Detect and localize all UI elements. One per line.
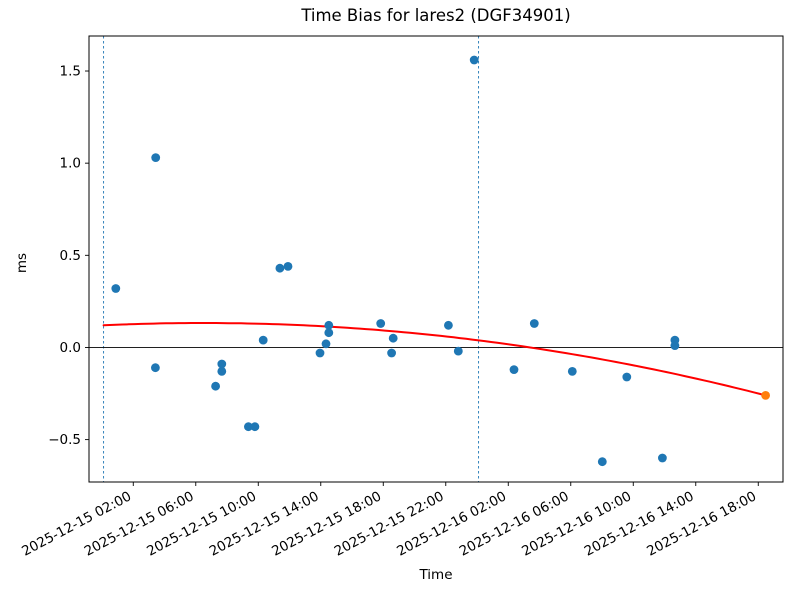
x-tick-label: 2025-12-16 10:00 xyxy=(519,488,634,559)
x-tick-label: 2025-12-15 06:00 xyxy=(82,488,197,559)
plot-border xyxy=(88,35,784,483)
y-tick-label: 1.5 xyxy=(60,64,81,80)
x-tick-label: 2025-12-15 10:00 xyxy=(144,488,259,559)
time-bias-measurements-marker xyxy=(597,457,607,467)
y-tick-label: 0.5 xyxy=(60,248,81,264)
time-bias-measurements-marker xyxy=(217,359,227,369)
time-bias-measurements-marker xyxy=(376,319,386,328)
x-tick-label: 2025-12-15 18:00 xyxy=(269,488,384,559)
time-bias-measurements-marker xyxy=(469,55,479,65)
x-tick-label: 2025-12-16 06:00 xyxy=(457,488,572,559)
time-bias-measurements-marker xyxy=(250,422,260,432)
y-tick-label: 1.0 xyxy=(60,156,81,172)
time-bias-measurements-marker xyxy=(244,422,253,432)
x-axis-label: Time xyxy=(419,567,453,583)
time-bias-measurements-marker xyxy=(387,348,396,358)
chart-title: Time Bias for lares2 (DGF34901) xyxy=(301,6,571,25)
time-bias-measurements-marker xyxy=(658,453,667,463)
time-bias-measurements-marker xyxy=(315,348,325,358)
x-tick-label: 2025-12-15 22:00 xyxy=(332,488,447,559)
y-tick-label: 0.0 xyxy=(60,340,81,356)
time-bias-measurements-marker xyxy=(324,328,334,338)
trend-line xyxy=(102,322,767,397)
x-tick-label: 2025-12-16 18:00 xyxy=(644,488,759,559)
time-bias-measurements-marker xyxy=(509,365,519,374)
time-bias-measurements-marker xyxy=(567,367,577,376)
time-bias-measurements-marker xyxy=(258,335,268,345)
time-bias-measurements-marker xyxy=(151,153,161,163)
x-tick-label: 2025-12-15 14:00 xyxy=(207,488,322,559)
time-bias-measurements-marker xyxy=(453,346,463,356)
x-tick-label: 2025-12-15 02:00 xyxy=(19,488,134,559)
latest-prediction-point-marker xyxy=(761,391,770,400)
time-bias-measurements-marker xyxy=(275,263,285,273)
time-bias-measurements-marker xyxy=(388,333,398,343)
x-tick-label: 2025-12-16 14:00 xyxy=(582,488,697,559)
time-bias-measurements-marker xyxy=(324,320,334,330)
time-bias-measurements-marker xyxy=(217,367,227,376)
time-bias-measurements-marker xyxy=(111,284,121,293)
time-bias-measurements-marker xyxy=(529,319,539,328)
x-tick-label: 2025-12-16 02:00 xyxy=(394,488,509,559)
time-bias-measurements-marker xyxy=(670,341,680,350)
time-bias-measurements-marker xyxy=(321,339,331,349)
time-bias-measurements-marker xyxy=(283,262,293,271)
y-tick-label: −0.5 xyxy=(48,432,81,448)
time-bias-measurements-marker xyxy=(622,372,632,382)
time-bias-measurements-marker xyxy=(151,363,160,373)
time-bias-measurements-marker xyxy=(444,320,453,330)
time-bias-measurements-marker xyxy=(211,381,221,391)
